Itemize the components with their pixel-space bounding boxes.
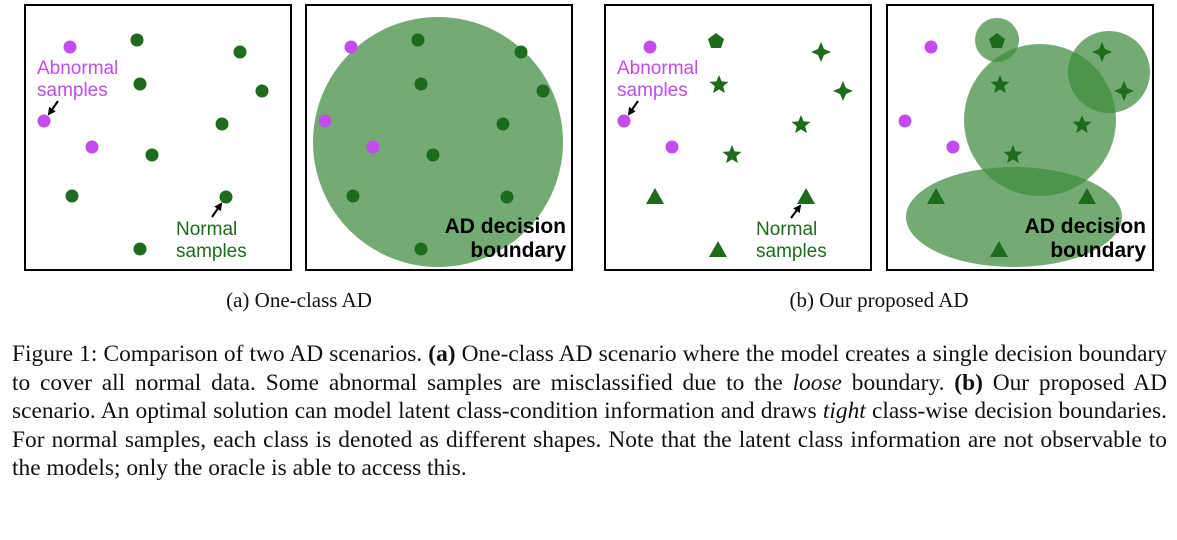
triangle-icon: [927, 188, 945, 204]
normal-label-line2: samples: [756, 241, 827, 262]
panel-a-boundary: AD decision boundary: [305, 4, 573, 271]
five-point-star-icon: [791, 115, 811, 134]
caption-a-text-1: One-class AD scenario where the model cr…: [12, 341, 1167, 396]
abnormal-arrow: [47, 100, 59, 116]
caption-a-emphasis: loose: [792, 369, 842, 396]
four-point-star-icon: [1092, 42, 1112, 62]
four-point-star-icon: [833, 81, 853, 101]
five-point-star-icon: [1072, 115, 1092, 134]
normal-sample: [514, 45, 528, 59]
figure-1: Abnormal samples Normal samples AD decis…: [24, 4, 1154, 312]
normal-label-line1: Normal: [756, 219, 817, 240]
abnormal-samples-a1: [37, 40, 99, 154]
abnormal-label-line2: samples: [617, 80, 688, 101]
normal-sample: [414, 77, 428, 91]
five-point-star-icon: [1003, 145, 1023, 164]
decision-boundary: [313, 17, 563, 267]
abnormal-sample: [946, 140, 960, 154]
caption-b-tag: (b): [954, 369, 983, 396]
normal-samples-b2: [927, 33, 1134, 257]
triangle-icon: [709, 241, 727, 257]
boundary-label-line2: boundary: [470, 239, 566, 262]
caption-a-tag: (a): [428, 341, 456, 367]
abnormal-label-line2: samples: [37, 80, 108, 101]
normal-sample: [233, 45, 247, 59]
boundary-label-line1: AD decision: [1025, 215, 1146, 238]
five-point-star-icon: [990, 75, 1010, 94]
normal-arrow: [211, 202, 223, 218]
abnormal-samples-b1: [617, 40, 679, 154]
normal-sample: [255, 84, 269, 98]
abnormal-arrow: [627, 100, 639, 116]
normal-sample: [130, 33, 144, 47]
normal-label-line2: samples: [176, 241, 247, 262]
four-point-star-icon: [1114, 81, 1134, 101]
abnormal-samples-b2: [898, 40, 960, 154]
panel-b-boundary: AD decision boundary: [886, 4, 1154, 271]
abnormal-sample: [63, 40, 77, 54]
four-point-star-icon: [811, 42, 831, 62]
subcaption-a: (a) One-class AD: [226, 288, 372, 312]
class-boundaries: [906, 18, 1150, 267]
abnormal-sample: [617, 114, 631, 128]
abnormal-label-line1: Abnormal: [617, 58, 698, 79]
abnormal-samples-a2: [318, 40, 380, 154]
triangle-icon: [990, 241, 1008, 257]
pentagon-icon: [989, 33, 1005, 48]
subcaption-b: (b) Our proposed AD: [789, 288, 968, 312]
normal-sample: [500, 190, 514, 204]
normal-label-line1: Normal: [176, 219, 237, 240]
triangle-class-boundary: [906, 167, 1122, 267]
panel-a-boundary-frame: [305, 4, 573, 271]
caption-b-text-1: Our proposed AD scenario. An optimal sol…: [12, 369, 1167, 425]
normal-sample: [426, 148, 440, 162]
panel-b-samples: Abnormal samples Normal samples: [604, 4, 872, 271]
normal-sample: [65, 189, 79, 203]
caption-b-text-2: class-wise decision boundaries. For norm…: [12, 398, 1167, 481]
caption-a-text-2: boundary.: [841, 369, 955, 396]
panel-b-boundary-frame: [886, 4, 1154, 271]
normal-sample: [496, 117, 510, 131]
normal-sample: [133, 242, 147, 256]
abnormal-label-line1: Abnormal: [37, 58, 118, 79]
panel-a-samples: Abnormal samples Normal samples: [24, 4, 292, 271]
abnormal-sample: [318, 114, 332, 128]
normal-samples-a1: [65, 33, 269, 256]
abnormal-sample: [643, 40, 657, 54]
normal-sample: [219, 190, 233, 204]
pentagon-icon: [708, 33, 724, 48]
caption-prefix: Figure 1: Comparison of two AD scenarios…: [12, 341, 429, 367]
boundary-label-line1: AD decision: [445, 215, 566, 238]
abnormal-sample: [924, 40, 938, 54]
five-point-star-icon: [709, 75, 729, 94]
abnormal-sample: [85, 140, 99, 154]
normal-sample: [411, 33, 425, 47]
normal-sample: [536, 84, 550, 98]
triangle-icon: [797, 188, 815, 204]
abnormal-sample: [898, 114, 912, 128]
triangle-icon: [1078, 188, 1096, 204]
caption-b-emphasis: tight: [822, 398, 866, 424]
normal-arrow: [790, 204, 802, 219]
normal-sample: [215, 117, 229, 131]
abnormal-sample: [366, 140, 380, 154]
normal-sample: [414, 242, 428, 256]
normal-sample: [133, 77, 147, 91]
normal-sample: [346, 189, 360, 203]
abnormal-sample: [665, 140, 679, 154]
normal-sample: [145, 148, 159, 162]
five-point-star-icon: [722, 145, 742, 164]
triangle-icon: [646, 188, 664, 204]
abnormal-sample: [344, 40, 358, 54]
normal-samples-b1: [646, 33, 853, 257]
abnormal-sample: [37, 114, 51, 128]
figure-caption: Figure 1: Comparison of two AD scenarios…: [12, 340, 1167, 483]
boundary-label-line2: boundary: [1050, 239, 1146, 262]
normal-samples-a2: [346, 33, 550, 256]
